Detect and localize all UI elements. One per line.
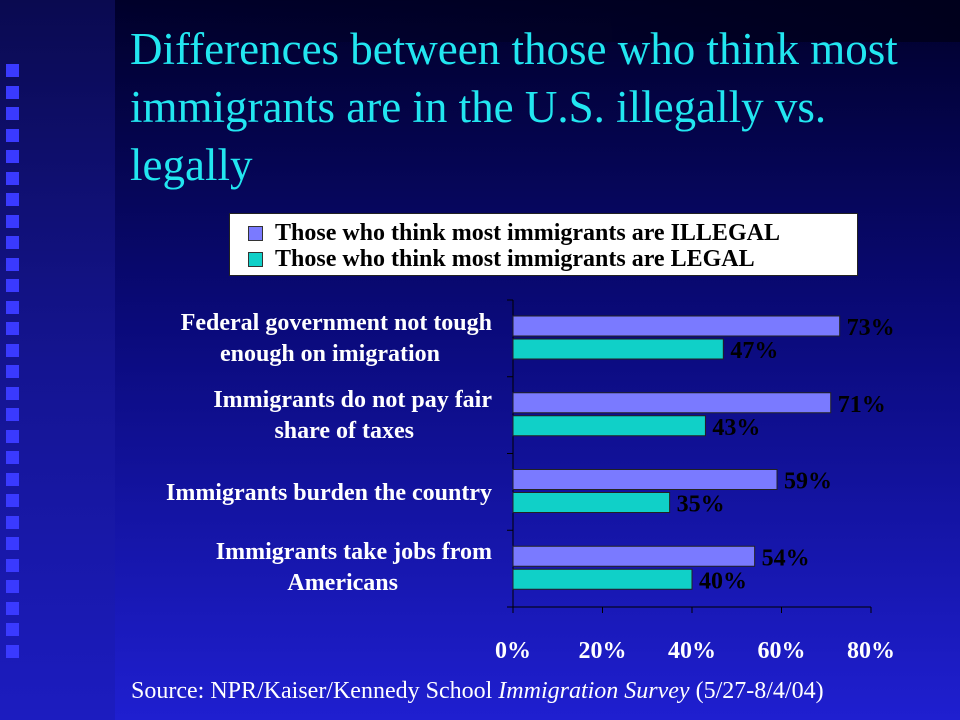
legend-item-illegal: Those who think most immigrants are ILLE… xyxy=(248,219,780,246)
category-label-line: Federal government not tough xyxy=(180,310,492,336)
x-tick-label: 0% xyxy=(495,638,531,664)
decorative-square xyxy=(6,193,19,206)
source-suffix: (5/27-8/4/04) xyxy=(689,678,824,704)
decorative-square xyxy=(6,64,19,77)
category-label-line: Immigrants burden the country xyxy=(165,480,492,506)
legend-item-legal: Those who think most immigrants are LEGA… xyxy=(248,245,755,272)
legend-label-illegal: Those who think most immigrants are ILLE… xyxy=(275,219,780,246)
left-decorative-band xyxy=(0,0,115,720)
decorative-square xyxy=(6,85,19,99)
x-tick-label: 20% xyxy=(579,638,627,664)
bar-illegal xyxy=(512,392,832,414)
decorative-square xyxy=(6,279,19,292)
bar-legal xyxy=(512,492,671,513)
source-prefix: Source: NPR/Kaiser/Kennedy School xyxy=(131,678,499,704)
decorative-square xyxy=(6,429,19,443)
decorative-square xyxy=(6,300,19,314)
source-survey-name: Immigration Survey xyxy=(498,678,690,704)
decorative-square xyxy=(6,601,19,615)
data-label-legal: 35% xyxy=(677,492,725,518)
data-label-illegal: 59% xyxy=(784,469,832,495)
x-tick-label: 40% xyxy=(668,638,716,664)
bar-legal xyxy=(512,568,693,590)
decorative-square xyxy=(6,171,19,185)
bar-illegal xyxy=(512,545,756,567)
data-label-legal: 47% xyxy=(730,338,778,364)
legend-swatch-illegal xyxy=(248,225,263,241)
page-title: Differences between those who think most… xyxy=(130,24,898,190)
decorative-square xyxy=(6,236,19,249)
data-label-illegal: 71% xyxy=(838,392,886,418)
decorative-square xyxy=(6,494,19,507)
decorative-square xyxy=(6,408,19,421)
decorative-square xyxy=(6,365,19,378)
category-label-line: Immigrants do not pay fair xyxy=(213,387,492,413)
decorative-square xyxy=(6,580,19,593)
decorative-square xyxy=(6,537,19,550)
decorative-square xyxy=(6,128,19,142)
decorative-square xyxy=(6,214,19,228)
decorative-square xyxy=(6,322,19,335)
decorative-square xyxy=(6,451,19,464)
data-label-illegal: 54% xyxy=(762,545,810,571)
data-label-illegal: 73% xyxy=(847,315,895,341)
category-label-pay-taxes: Immigrants do not pay fair share of taxe… xyxy=(32,385,492,447)
decorative-square xyxy=(6,472,19,486)
data-label-legal: 40% xyxy=(699,568,747,594)
category-label-take-jobs: Immigrants take jobs from Americans xyxy=(32,537,492,599)
decorative-square xyxy=(6,386,19,400)
chart-legend: Those who think most immigrants are ILLE… xyxy=(229,213,858,276)
category-label-line: enough on imigration xyxy=(219,341,440,367)
x-tick-label: 80% xyxy=(847,638,895,664)
x-tick-label: 60% xyxy=(758,638,806,664)
bar-legal xyxy=(512,338,724,360)
decorative-square xyxy=(6,107,19,120)
category-label-line: Americans xyxy=(287,570,398,596)
bar-illegal xyxy=(512,315,841,337)
bar-legal xyxy=(512,415,706,437)
decorative-square xyxy=(6,558,19,572)
category-label-line: Immigrants take jobs from xyxy=(215,539,492,565)
decorative-square xyxy=(6,150,19,163)
bar-illegal xyxy=(512,469,778,490)
decorative-square xyxy=(6,644,19,658)
category-label-federal-government: Federal government not tough enough on i… xyxy=(32,308,492,370)
decorative-square xyxy=(6,343,19,357)
decorative-square xyxy=(6,623,19,636)
decorative-square xyxy=(6,257,19,271)
data-label-legal: 43% xyxy=(712,415,760,441)
decorative-square xyxy=(6,515,19,529)
legend-label-legal: Those who think most immigrants are LEGA… xyxy=(275,245,755,272)
category-label-line: share of taxes xyxy=(274,418,414,444)
source-note: Source: NPR/Kaiser/Kennedy School Immigr… xyxy=(131,678,824,705)
legend-swatch-legal xyxy=(248,251,263,267)
category-label-burden-country: Immigrants burden the country xyxy=(32,478,492,509)
top-decorative-band xyxy=(115,0,960,42)
decorative-squares xyxy=(6,64,28,664)
